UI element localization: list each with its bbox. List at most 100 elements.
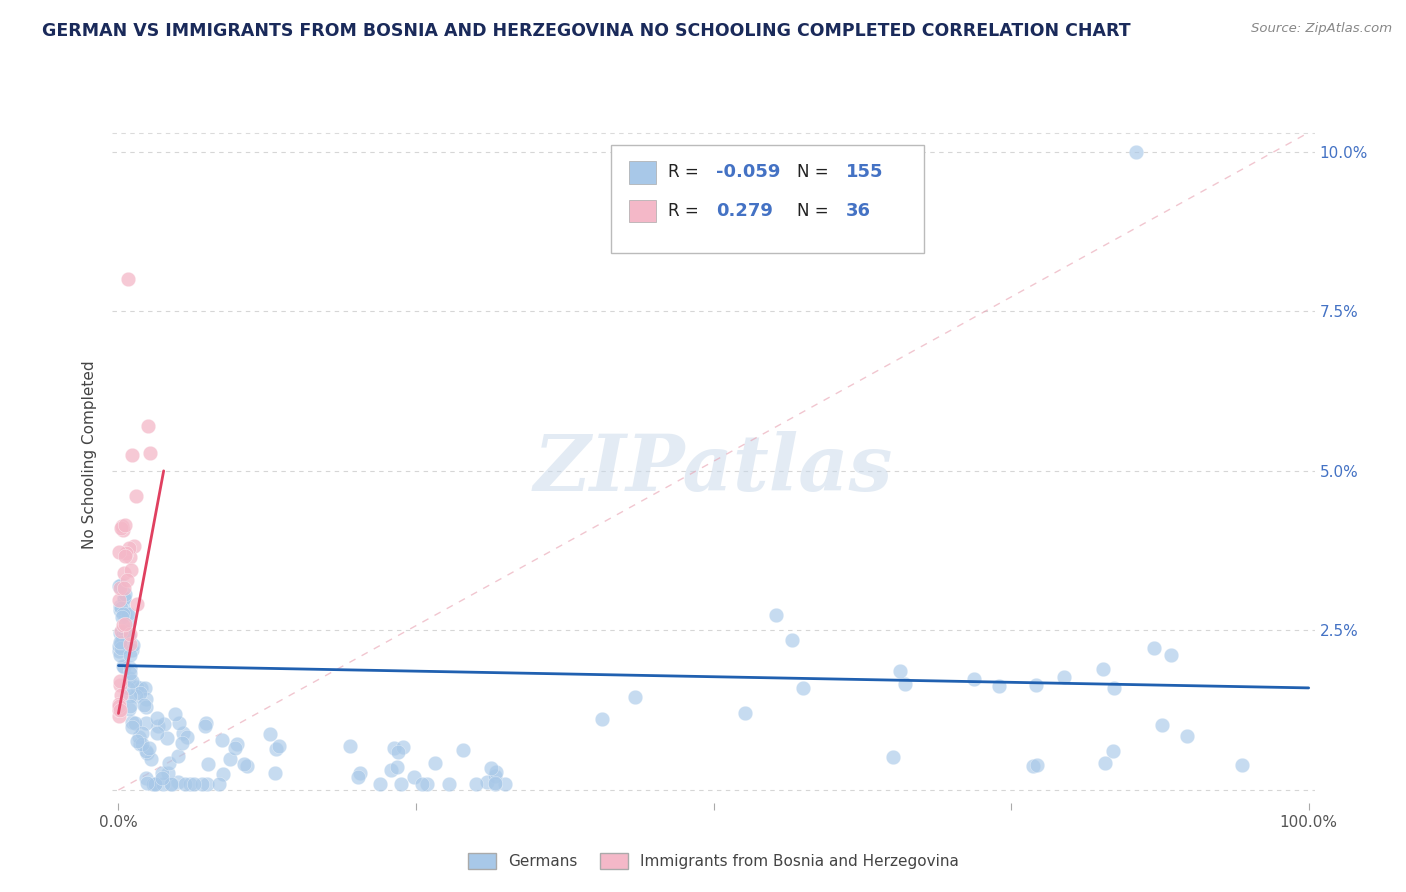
Point — [120, 699, 142, 714]
Point — [157, 756, 180, 771]
Point — [108, 639, 131, 653]
Point — [176, 730, 198, 744]
Point — [129, 738, 152, 752]
FancyBboxPatch shape — [630, 200, 657, 222]
Point — [195, 777, 218, 791]
Point — [112, 592, 135, 607]
Point — [120, 665, 142, 680]
Point — [124, 489, 146, 503]
Point — [387, 760, 409, 774]
Point — [1022, 759, 1045, 773]
Point — [110, 636, 132, 650]
Point — [110, 519, 132, 533]
Point — [1094, 756, 1116, 770]
Point — [156, 731, 179, 745]
Point — [264, 742, 287, 756]
Point — [370, 777, 392, 791]
Point — [479, 761, 502, 775]
Point — [174, 777, 197, 791]
Point — [211, 766, 233, 780]
Point — [259, 727, 281, 741]
Point — [110, 521, 132, 535]
Point — [121, 448, 143, 462]
Point — [146, 726, 169, 740]
Point — [156, 766, 179, 780]
Point — [115, 547, 138, 561]
Point — [792, 681, 814, 696]
Point — [125, 689, 148, 703]
Text: N =: N = — [797, 163, 834, 181]
Point — [124, 716, 146, 731]
Point — [118, 626, 141, 640]
Point — [160, 777, 183, 791]
Text: R =: R = — [668, 202, 704, 219]
Point — [129, 681, 152, 696]
Point — [112, 523, 135, 537]
Point — [108, 699, 131, 714]
Point — [110, 688, 132, 702]
Point — [131, 725, 153, 739]
Point — [167, 775, 190, 789]
Point — [346, 771, 368, 785]
Point — [135, 744, 157, 758]
Point — [118, 661, 141, 675]
Point — [1143, 640, 1166, 655]
Point — [110, 601, 132, 615]
Point — [391, 777, 413, 791]
Y-axis label: No Schooling Completed: No Schooling Completed — [82, 360, 97, 549]
Point — [152, 777, 174, 791]
Point — [118, 648, 141, 662]
Point — [108, 648, 131, 662]
Point — [475, 775, 498, 789]
Point — [110, 634, 132, 648]
Text: 36: 36 — [846, 202, 872, 219]
Point — [464, 777, 486, 791]
Point — [484, 777, 506, 791]
Point — [183, 777, 205, 791]
Point — [125, 597, 148, 611]
Point — [108, 677, 131, 691]
Point — [112, 582, 135, 596]
Point — [134, 698, 156, 712]
Point — [128, 730, 150, 744]
Point — [138, 446, 160, 460]
Point — [191, 777, 214, 791]
Point — [122, 638, 145, 652]
Point — [167, 716, 190, 731]
Point — [138, 740, 160, 755]
Point — [107, 545, 129, 559]
Point — [894, 677, 917, 691]
Point — [384, 740, 406, 755]
Point — [166, 748, 188, 763]
Point — [110, 625, 132, 640]
Point — [143, 777, 166, 791]
Point — [135, 692, 157, 706]
Point — [108, 592, 131, 607]
Point — [765, 608, 787, 623]
Text: R =: R = — [668, 163, 704, 181]
Point — [780, 632, 803, 647]
Point — [112, 600, 135, 615]
Point — [129, 686, 152, 700]
Point — [114, 586, 136, 600]
Point — [120, 689, 142, 703]
Point — [107, 709, 129, 723]
Point — [117, 681, 139, 695]
Point — [120, 563, 142, 577]
Point — [143, 777, 166, 791]
Point — [194, 716, 217, 731]
Text: -0.059: -0.059 — [717, 163, 780, 181]
Point — [451, 743, 474, 757]
Point — [117, 606, 139, 620]
Point — [117, 607, 139, 621]
Point — [1092, 662, 1115, 676]
Point — [380, 763, 402, 777]
Point — [142, 777, 165, 791]
Point — [236, 759, 259, 773]
Point — [118, 629, 141, 643]
Point — [122, 539, 145, 553]
Point — [339, 739, 361, 754]
Point — [264, 765, 287, 780]
Point — [118, 671, 141, 685]
Point — [114, 660, 136, 674]
